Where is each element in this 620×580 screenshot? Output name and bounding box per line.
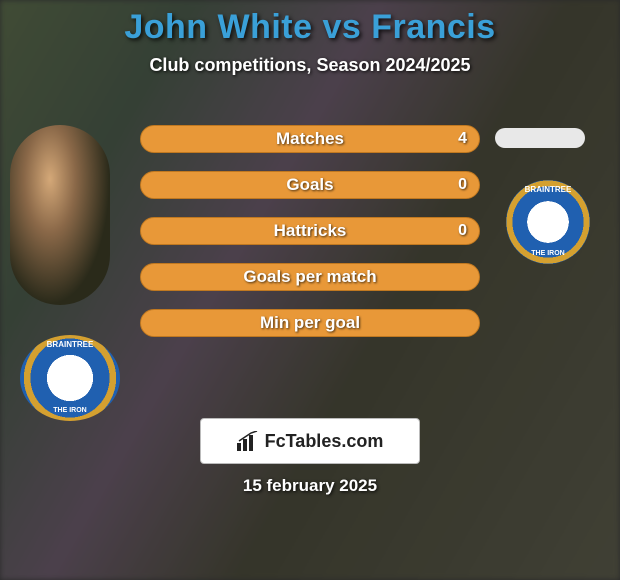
stat-value: 0	[458, 222, 467, 240]
site-logo-box: FcTables.com	[200, 418, 420, 464]
stat-bar-goals: Goals 0	[140, 171, 480, 199]
date-text: 15 february 2025	[0, 476, 620, 496]
badge-icon: BRAINTREE THE IRON	[20, 335, 120, 421]
stat-bar-min-per-goal: Min per goal	[140, 309, 480, 337]
badge-text: THE IRON	[53, 407, 86, 414]
subtitle: Club competitions, Season 2024/2025	[0, 55, 620, 76]
page-title: John White vs Francis	[0, 8, 620, 47]
stats-list: Matches 4 Goals 0 Hattricks 0 Goals per …	[140, 125, 480, 355]
stat-bar-matches: Matches 4	[140, 125, 480, 153]
player-photo-right	[495, 128, 585, 148]
player-photo-left	[10, 125, 110, 305]
stat-label: Matches	[276, 129, 344, 149]
badge-text: BRAINTREE	[525, 185, 572, 194]
badge-icon: BRAINTREE THE IRON	[506, 180, 590, 264]
logo-text: FcTables.com	[265, 431, 384, 452]
stat-label: Hattricks	[274, 221, 347, 241]
stat-value: 4	[458, 130, 467, 148]
stat-value: 0	[458, 176, 467, 194]
badge-text: THE IRON	[531, 250, 564, 257]
badge-text: BRAINTREE	[47, 340, 94, 349]
stat-label: Goals per match	[243, 267, 376, 287]
club-badge-left: BRAINTREE THE IRON	[20, 335, 120, 421]
main-container: John White vs Francis Club competitions,…	[0, 0, 620, 580]
stat-bar-goals-per-match: Goals per match	[140, 263, 480, 291]
club-badge-right: BRAINTREE THE IRON	[506, 180, 590, 264]
stat-label: Min per goal	[260, 313, 360, 333]
stat-bar-hattricks: Hattricks 0	[140, 217, 480, 245]
chart-icon	[237, 431, 259, 451]
stat-label: Goals	[286, 175, 333, 195]
